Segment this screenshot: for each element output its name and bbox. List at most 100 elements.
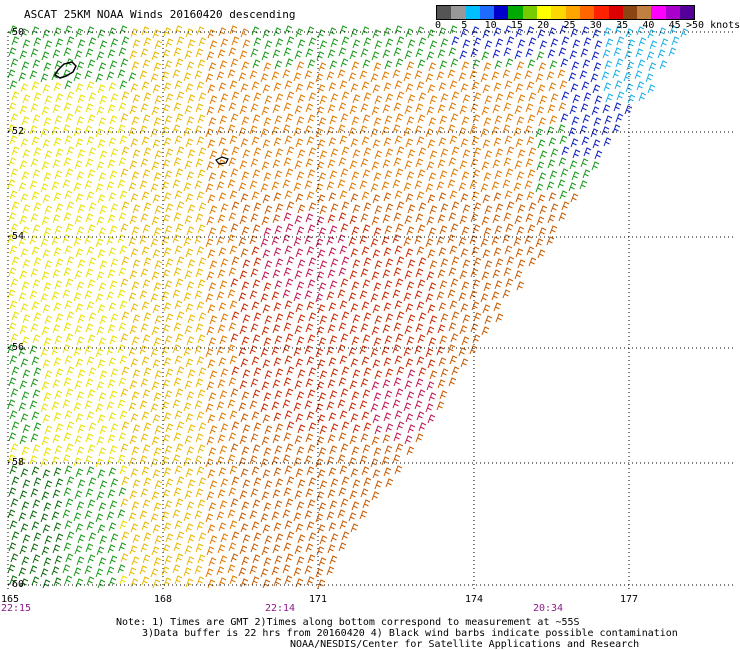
wind-barb	[239, 215, 248, 225]
wind-barb	[77, 424, 86, 434]
wind-barb	[120, 278, 129, 288]
wind-barb	[130, 523, 139, 533]
wind-barb	[447, 124, 456, 134]
wind-barb	[494, 60, 503, 70]
wind-barb	[219, 115, 228, 125]
wind-barb	[251, 466, 260, 476]
wind-barb	[108, 522, 117, 532]
wind-barb	[76, 61, 85, 71]
wind-barb	[396, 421, 405, 431]
wind-barb	[539, 150, 548, 160]
wind-barb	[384, 115, 393, 125]
wind-barb	[359, 510, 368, 520]
wind-barb	[52, 269, 61, 279]
wind-barb	[18, 127, 27, 137]
wind-barb	[428, 337, 437, 347]
wind-barb	[129, 380, 138, 390]
wind-barb	[241, 391, 250, 401]
wind-barb	[326, 181, 335, 191]
wind-barb	[447, 234, 456, 244]
wind-barb	[636, 81, 645, 91]
wind-barb	[338, 377, 347, 387]
wind-barb	[502, 234, 511, 244]
wind-barb	[558, 47, 567, 57]
wind-barb	[75, 523, 84, 533]
wind-barb	[129, 160, 138, 170]
wind-barb	[63, 102, 72, 112]
wind-barb	[461, 281, 470, 291]
wind-barb	[451, 366, 460, 376]
wind-barb	[163, 137, 172, 147]
wind-barb	[194, 70, 203, 80]
wind-barb	[52, 104, 61, 114]
wind-barb	[341, 311, 350, 321]
wind-barb	[582, 169, 591, 179]
wind-barb	[75, 303, 84, 313]
wind-barb	[260, 348, 269, 358]
wind-barb	[516, 116, 525, 126]
wind-barb	[382, 324, 391, 334]
wind-barb	[328, 467, 337, 477]
wind-barb	[374, 40, 383, 50]
wind-barb	[109, 60, 118, 70]
wind-barb	[328, 247, 337, 257]
wind-barb	[307, 334, 316, 344]
wind-barb	[582, 114, 591, 124]
wind-barb	[53, 247, 62, 257]
wind-barb	[592, 84, 601, 94]
wind-barb	[403, 237, 412, 247]
wind-barb	[263, 337, 272, 347]
wind-barb	[319, 40, 328, 50]
wind-barb	[139, 180, 148, 190]
wind-barb	[30, 433, 39, 443]
wind-barb	[218, 137, 227, 147]
wind-barb	[76, 446, 85, 456]
wind-barb	[528, 37, 537, 47]
wind-barb	[96, 436, 105, 446]
wind-barb	[253, 37, 262, 47]
wind-barb	[227, 399, 236, 409]
wind-barb	[194, 400, 203, 410]
wind-barb	[230, 388, 239, 398]
wind-barb	[275, 533, 284, 543]
wind-barb	[164, 390, 173, 400]
wind-barb	[9, 300, 18, 310]
lat-lon-grid	[7, 31, 734, 590]
wind-barb	[73, 457, 82, 467]
wind-barb	[492, 269, 501, 279]
time-label-2: 22:14	[264, 603, 296, 614]
wind-barb	[151, 271, 160, 281]
wind-barb	[393, 267, 402, 277]
wind-barb	[175, 223, 184, 233]
wind-barb	[264, 370, 273, 380]
wind-barb	[119, 245, 128, 255]
wind-barb	[482, 194, 491, 204]
wind-barb	[304, 455, 313, 465]
wind-barb	[539, 95, 548, 105]
wind-barb	[229, 25, 238, 35]
wind-barb	[253, 477, 262, 487]
wind-barb	[393, 377, 402, 387]
wind-barb	[524, 70, 533, 80]
wind-barb	[173, 322, 182, 332]
wind-barb	[284, 355, 293, 365]
wind-barb	[428, 172, 437, 182]
wind-barb	[351, 446, 360, 456]
wind-barb	[173, 267, 182, 277]
wind-barb	[283, 432, 292, 442]
wind-barb	[140, 268, 149, 278]
wind-barb	[395, 278, 404, 288]
wind-barb	[394, 190, 403, 200]
wind-barb	[40, 568, 49, 578]
wind-barb	[132, 314, 141, 324]
wind-barb	[218, 412, 227, 422]
wind-barb	[109, 335, 118, 345]
wind-barb	[187, 204, 196, 214]
wind-barb	[449, 300, 458, 310]
wind-barb	[88, 37, 97, 47]
wind-barb	[271, 401, 280, 411]
wind-barb	[341, 36, 350, 46]
wind-barb	[425, 293, 434, 303]
wind-barb	[33, 147, 42, 157]
wind-barb	[119, 410, 128, 420]
